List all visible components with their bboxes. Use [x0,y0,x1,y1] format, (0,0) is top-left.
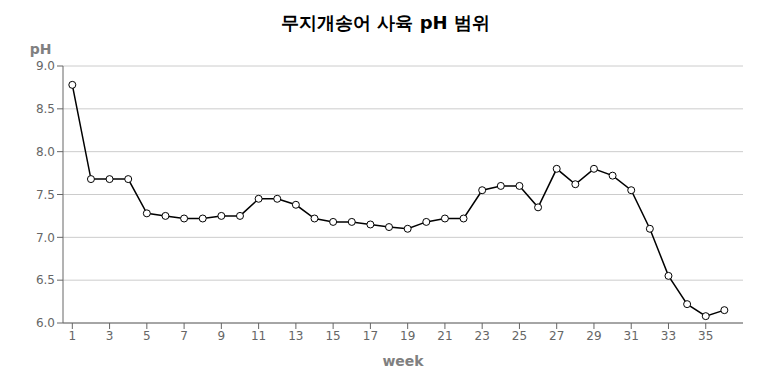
svg-text:9: 9 [218,329,226,343]
svg-text:8.0: 8.0 [36,145,55,159]
svg-text:33: 33 [661,329,676,343]
svg-text:1: 1 [68,329,76,343]
svg-text:21: 21 [437,329,452,343]
svg-text:7.5: 7.5 [36,188,55,202]
svg-text:5: 5 [143,329,151,343]
svg-text:3: 3 [106,329,114,343]
svg-text:25: 25 [512,329,527,343]
svg-text:7.0: 7.0 [36,231,55,245]
svg-text:week: week [382,353,424,369]
svg-text:27: 27 [549,329,564,343]
svg-text:31: 31 [624,329,639,343]
html-text:무지개송어 사육 pH 범위: 무지개송어 사육 pH 범위 [281,12,490,33]
svg-text:pH: pH [30,41,52,57]
svg-text:7: 7 [180,329,188,343]
svg-text:8.5: 8.5 [36,102,55,116]
svg-text:35: 35 [698,329,713,343]
svg-text:15: 15 [325,329,340,343]
svg-text:29: 29 [586,329,601,343]
svg-text:9.0: 9.0 [36,59,55,73]
svg-text:6.5: 6.5 [36,273,55,287]
svg-text:17: 17 [363,329,378,343]
svg-text:13: 13 [288,329,303,343]
svg-text:6.0: 6.0 [36,316,55,330]
svg-text:11: 11 [251,329,266,343]
svg-text:19: 19 [400,329,415,343]
svg-text:23: 23 [475,329,490,343]
